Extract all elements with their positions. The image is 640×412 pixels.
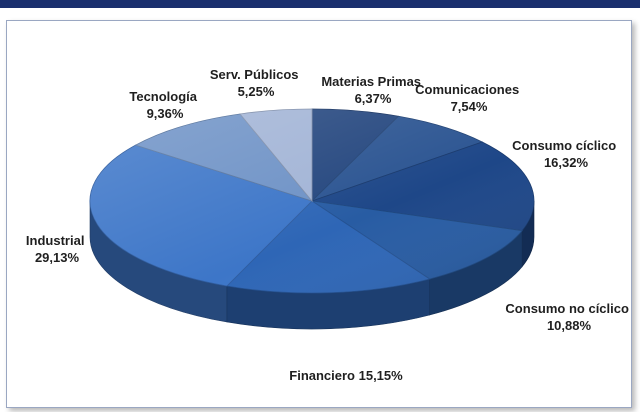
label-materias-primas: Materias Primas 6,37% xyxy=(321,74,424,106)
pie-slices xyxy=(89,108,535,330)
label-consumo-no-ciclico: Consumo no cíclico 10,88% xyxy=(505,301,632,333)
pie-sheen xyxy=(90,109,534,293)
label-tecnologia: Tecnología 9,36% xyxy=(129,89,200,121)
label-comunicaciones: Comunicaciones 7,54% xyxy=(415,82,523,114)
top-accent-bar xyxy=(0,0,640,8)
label-serv-publicos: Serv. Públicos 5,25% xyxy=(210,67,302,99)
label-financiero: Financiero 15,15% xyxy=(289,368,403,383)
label-industrial: Industrial 29,13% xyxy=(26,233,88,265)
label-consumo-ciclico: Consumo cíclico 16,32% xyxy=(512,138,620,170)
